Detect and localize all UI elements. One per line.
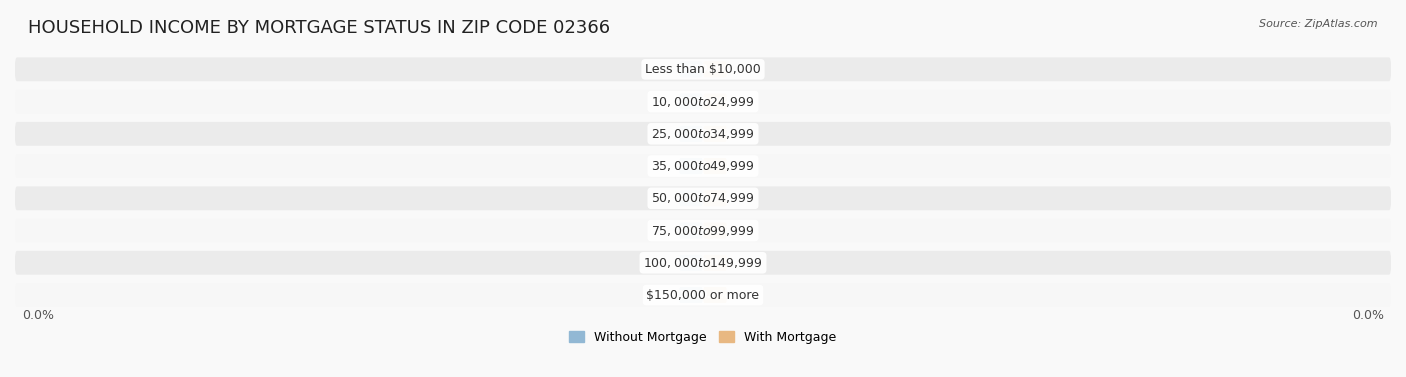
FancyBboxPatch shape bbox=[15, 251, 1391, 275]
Text: 0.0%: 0.0% bbox=[700, 225, 730, 236]
Text: 0.0%: 0.0% bbox=[1353, 310, 1384, 322]
Text: 0.0%: 0.0% bbox=[700, 129, 730, 139]
FancyBboxPatch shape bbox=[15, 283, 1391, 307]
Text: 0.0%: 0.0% bbox=[676, 258, 706, 268]
Text: 0.0%: 0.0% bbox=[22, 310, 53, 322]
FancyBboxPatch shape bbox=[703, 93, 727, 110]
FancyBboxPatch shape bbox=[703, 190, 727, 206]
Text: 0.0%: 0.0% bbox=[676, 129, 706, 139]
Text: 0.0%: 0.0% bbox=[676, 225, 706, 236]
FancyBboxPatch shape bbox=[703, 158, 727, 174]
FancyBboxPatch shape bbox=[703, 222, 727, 239]
Text: 0.0%: 0.0% bbox=[700, 290, 730, 300]
Text: 0.0%: 0.0% bbox=[676, 97, 706, 107]
Text: 0.0%: 0.0% bbox=[676, 290, 706, 300]
Text: 0.0%: 0.0% bbox=[700, 97, 730, 107]
Text: 0.0%: 0.0% bbox=[676, 161, 706, 171]
FancyBboxPatch shape bbox=[679, 158, 703, 174]
Text: 0.0%: 0.0% bbox=[700, 193, 730, 203]
Text: 0.0%: 0.0% bbox=[676, 64, 706, 74]
FancyBboxPatch shape bbox=[15, 154, 1391, 178]
FancyBboxPatch shape bbox=[15, 90, 1391, 113]
FancyBboxPatch shape bbox=[15, 122, 1391, 146]
Text: $100,000 to $149,999: $100,000 to $149,999 bbox=[644, 256, 762, 270]
FancyBboxPatch shape bbox=[15, 57, 1391, 81]
FancyBboxPatch shape bbox=[679, 255, 703, 271]
FancyBboxPatch shape bbox=[703, 126, 727, 142]
Text: $50,000 to $74,999: $50,000 to $74,999 bbox=[651, 191, 755, 205]
Text: 0.0%: 0.0% bbox=[700, 258, 730, 268]
Text: Less than $10,000: Less than $10,000 bbox=[645, 63, 761, 76]
Text: $25,000 to $34,999: $25,000 to $34,999 bbox=[651, 127, 755, 141]
FancyBboxPatch shape bbox=[15, 219, 1391, 242]
Text: 0.0%: 0.0% bbox=[700, 64, 730, 74]
FancyBboxPatch shape bbox=[679, 61, 703, 77]
Legend: Without Mortgage, With Mortgage: Without Mortgage, With Mortgage bbox=[564, 326, 842, 349]
Text: $75,000 to $99,999: $75,000 to $99,999 bbox=[651, 224, 755, 238]
Text: 0.0%: 0.0% bbox=[676, 193, 706, 203]
Text: 0.0%: 0.0% bbox=[700, 161, 730, 171]
FancyBboxPatch shape bbox=[679, 126, 703, 142]
FancyBboxPatch shape bbox=[679, 190, 703, 206]
Text: HOUSEHOLD INCOME BY MORTGAGE STATUS IN ZIP CODE 02366: HOUSEHOLD INCOME BY MORTGAGE STATUS IN Z… bbox=[28, 19, 610, 37]
Text: $150,000 or more: $150,000 or more bbox=[647, 288, 759, 302]
FancyBboxPatch shape bbox=[15, 186, 1391, 210]
FancyBboxPatch shape bbox=[703, 255, 727, 271]
FancyBboxPatch shape bbox=[703, 61, 727, 77]
FancyBboxPatch shape bbox=[679, 222, 703, 239]
Text: $35,000 to $49,999: $35,000 to $49,999 bbox=[651, 159, 755, 173]
FancyBboxPatch shape bbox=[679, 287, 703, 303]
FancyBboxPatch shape bbox=[679, 93, 703, 110]
Text: Source: ZipAtlas.com: Source: ZipAtlas.com bbox=[1260, 19, 1378, 29]
FancyBboxPatch shape bbox=[703, 287, 727, 303]
Text: $10,000 to $24,999: $10,000 to $24,999 bbox=[651, 95, 755, 109]
